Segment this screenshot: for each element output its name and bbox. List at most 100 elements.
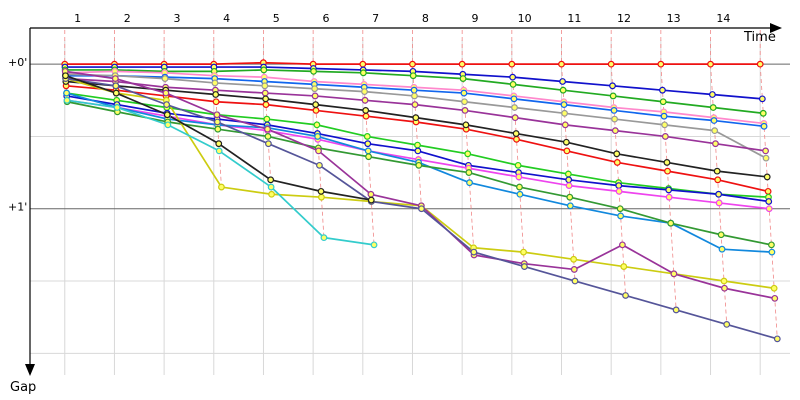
data-point [609, 92, 617, 100]
data-point [617, 212, 625, 220]
data-point [670, 270, 678, 278]
data-point [414, 141, 421, 149]
data-point [316, 161, 323, 169]
data-point [760, 122, 768, 130]
data-point [362, 107, 370, 114]
data-point [762, 154, 770, 162]
data-point [314, 133, 322, 140]
x-axis-arrow [770, 23, 782, 33]
x-tick-label: 14 [716, 12, 730, 25]
data-point [710, 117, 718, 124]
data-point [212, 98, 220, 106]
data-point [411, 92, 418, 100]
data-point [571, 277, 579, 285]
data-point [364, 140, 372, 148]
data-point [461, 107, 469, 114]
data-point [613, 159, 621, 166]
data-point [718, 245, 726, 253]
data-point [63, 96, 71, 104]
data-point [561, 121, 569, 129]
data-point [723, 320, 731, 328]
data-point [367, 196, 375, 204]
data-point [561, 109, 568, 117]
data-point [765, 198, 773, 205]
y-axis-title: Gap [10, 380, 36, 395]
data-point [622, 292, 629, 299]
lap-guide-line [262, 29, 272, 195]
data-point [362, 112, 370, 120]
data-point [520, 248, 527, 256]
y-axis-arrow [25, 364, 35, 376]
data-point [615, 187, 623, 195]
data-point [759, 109, 767, 117]
data-point [515, 173, 523, 181]
lap-guide-line [759, 30, 778, 339]
data-point [661, 133, 669, 140]
data-point [717, 231, 725, 239]
data-point [715, 199, 723, 207]
data-point [267, 183, 275, 191]
data-point [758, 95, 766, 103]
data-point [620, 263, 628, 270]
data-point [412, 114, 420, 122]
data-point [370, 241, 378, 249]
data-point [264, 125, 271, 133]
data-point [112, 89, 120, 97]
data-point [212, 91, 220, 98]
data-point [773, 335, 781, 343]
x-tick-label: 4 [223, 12, 230, 25]
data-point [610, 107, 618, 114]
data-point [756, 60, 764, 68]
data-point [359, 69, 367, 77]
data-point [470, 248, 478, 256]
data-point [461, 98, 468, 106]
data-point [313, 121, 321, 129]
data-point [161, 75, 169, 83]
data-point [659, 98, 667, 106]
x-tick-label: 10 [518, 12, 532, 25]
data-point [113, 104, 121, 111]
x-tick-label: 11 [567, 12, 581, 25]
data-point [260, 66, 268, 74]
data-point [111, 75, 119, 83]
data-point [509, 73, 517, 81]
data-point [367, 190, 375, 198]
data-point [466, 179, 473, 187]
data-point [415, 161, 423, 169]
data-point [558, 60, 565, 68]
data-point [619, 241, 626, 249]
y-tick-label: +1' [8, 201, 27, 214]
data-point [720, 277, 728, 285]
data-point [768, 248, 776, 256]
data-point [112, 82, 120, 90]
data-point [317, 187, 325, 195]
series-points [61, 59, 781, 343]
data-point [365, 153, 372, 161]
data-point [267, 176, 275, 184]
data-point [460, 89, 468, 97]
data-point [264, 133, 272, 140]
data-point [262, 101, 270, 109]
data-point [516, 183, 523, 191]
data-point [657, 60, 665, 68]
data-point [262, 95, 270, 103]
data-point [763, 173, 771, 181]
data-point [320, 234, 328, 242]
data-point [609, 82, 616, 90]
data-point [211, 79, 219, 87]
data-point [721, 284, 728, 292]
data-point [664, 167, 671, 175]
data-point [315, 147, 322, 155]
lap-guide-line [213, 30, 222, 188]
data-point [570, 255, 578, 263]
data-point [62, 72, 69, 80]
x-tick-label: 5 [273, 12, 280, 25]
data-point [615, 182, 623, 189]
x-axis-title: Time [743, 30, 776, 45]
data-point [665, 186, 673, 194]
data-point [409, 72, 417, 80]
data-point [563, 147, 571, 155]
data-point [213, 111, 221, 119]
data-point [672, 306, 680, 314]
data-point [611, 127, 619, 135]
